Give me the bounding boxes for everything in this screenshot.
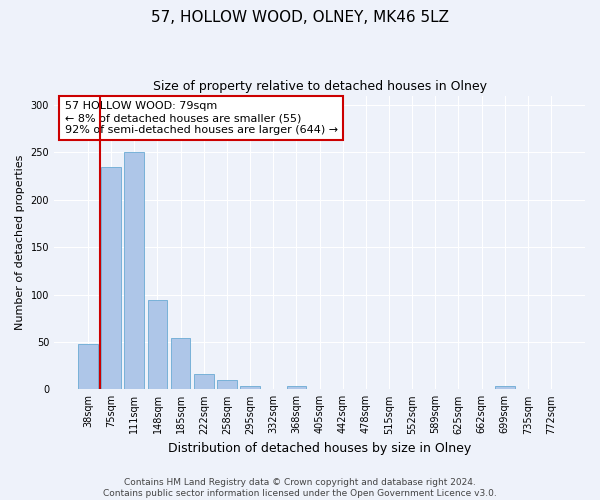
Text: 57, HOLLOW WOOD, OLNEY, MK46 5LZ: 57, HOLLOW WOOD, OLNEY, MK46 5LZ	[151, 10, 449, 25]
Bar	[101, 166, 121, 390]
Bar	[171, 338, 190, 390]
Bar	[495, 386, 515, 390]
Bar	[240, 386, 260, 390]
Bar	[124, 152, 144, 390]
Title: Size of property relative to detached houses in Olney: Size of property relative to detached ho…	[152, 80, 487, 93]
Y-axis label: Number of detached properties: Number of detached properties	[15, 154, 25, 330]
Bar	[217, 380, 237, 390]
Bar	[194, 374, 214, 390]
X-axis label: Distribution of detached houses by size in Olney: Distribution of detached houses by size …	[168, 442, 471, 455]
Text: 57 HOLLOW WOOD: 79sqm
← 8% of detached houses are smaller (55)
92% of semi-detac: 57 HOLLOW WOOD: 79sqm ← 8% of detached h…	[65, 102, 338, 134]
Bar	[148, 300, 167, 390]
Bar	[287, 386, 306, 390]
Bar	[78, 344, 98, 390]
Text: Contains HM Land Registry data © Crown copyright and database right 2024.
Contai: Contains HM Land Registry data © Crown c…	[103, 478, 497, 498]
